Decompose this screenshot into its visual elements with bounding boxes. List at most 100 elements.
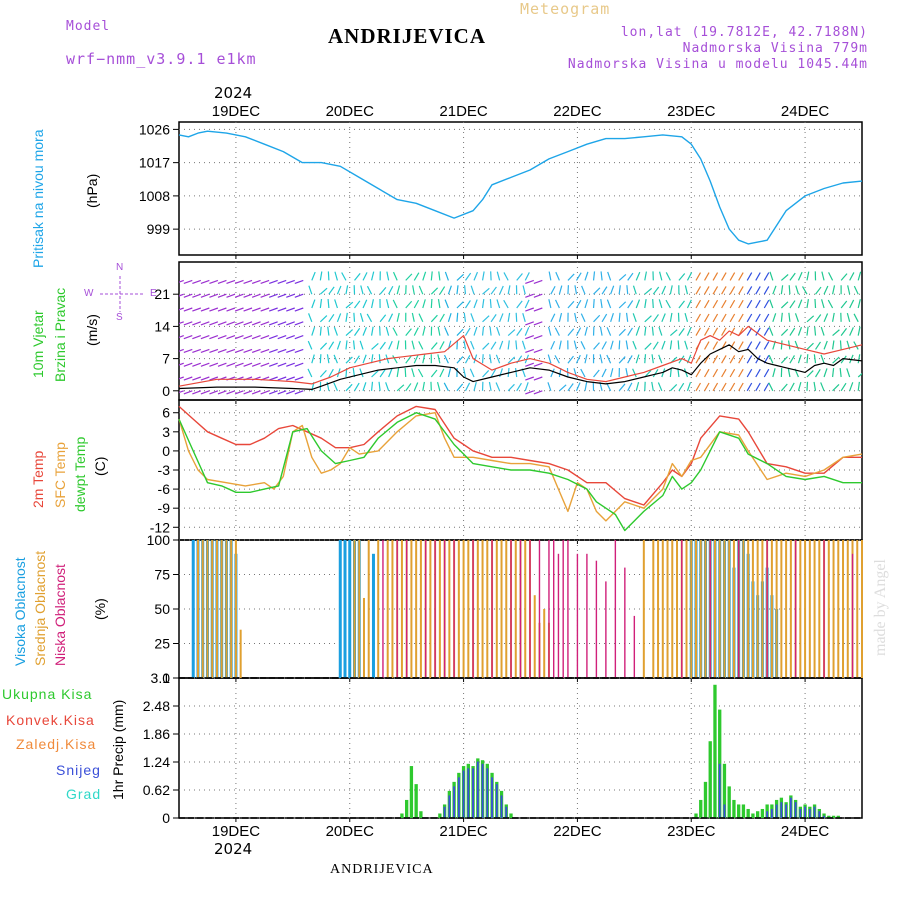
- wind-barb: [610, 313, 614, 322]
- x-tick-label-top: 19DEC: [212, 103, 261, 120]
- wind-barb: [179, 279, 184, 283]
- wind-barb: [183, 307, 193, 312]
- wind-barb: [260, 307, 270, 312]
- cloud-bar-mid: [201, 540, 204, 678]
- wind-barb: [661, 340, 666, 350]
- wind-barb: [574, 312, 578, 322]
- wind-barb: [286, 348, 295, 354]
- cloud-bar-low: [562, 540, 564, 678]
- wind-barb: [525, 348, 534, 354]
- wind-barb: [286, 307, 295, 312]
- cloud-bar-mid: [761, 540, 764, 678]
- wind-barb: [319, 315, 328, 323]
- t2m-line: [178, 405, 862, 506]
- wind-barb: [695, 355, 702, 364]
- wind-barb: [644, 315, 652, 323]
- wind-barb: [251, 293, 261, 298]
- wind-barb: [669, 367, 672, 378]
- wind-barb: [780, 301, 789, 309]
- wind-barb: [192, 335, 202, 340]
- wind-barb: [846, 312, 851, 322]
- wind-barb: [268, 321, 278, 326]
- cloud-bar-low: [382, 540, 384, 678]
- wind-barb: [567, 383, 574, 392]
- y-tick-label: 1026: [139, 121, 170, 137]
- wind-barb: [832, 285, 836, 295]
- wind-barb: [584, 299, 589, 309]
- wind-barb: [192, 362, 202, 367]
- wind-barb: [308, 313, 313, 323]
- wind-barb: [853, 341, 859, 350]
- wind-barb: [277, 362, 287, 367]
- precip-total-bar: [708, 741, 712, 818]
- wind-barb: [853, 285, 859, 295]
- cloud-bar-mid: [448, 540, 451, 678]
- wind-barb: [515, 312, 518, 322]
- wind-barb: [522, 312, 526, 322]
- precip-total-bar: [694, 813, 698, 818]
- precip-total-bar: [699, 799, 703, 818]
- panel-1: [173, 261, 863, 404]
- wind-barb: [669, 383, 678, 392]
- wind-barb: [345, 312, 348, 322]
- wind-barb: [669, 340, 673, 350]
- wind-barb: [721, 272, 727, 281]
- wind-barb: [806, 381, 809, 391]
- cloud-bar-mid: [353, 540, 356, 678]
- cloud-bar-mid: [234, 540, 237, 678]
- wind-barb: [857, 381, 860, 391]
- wind-barb: [362, 327, 368, 336]
- wind-barb: [370, 271, 375, 281]
- wind-barb: [721, 327, 727, 336]
- wind-barb: [846, 368, 851, 378]
- wind-barb: [437, 354, 441, 364]
- wind-barb: [411, 312, 415, 322]
- wind-barb: [464, 300, 471, 309]
- wind-barb: [684, 285, 689, 295]
- precip-total-bar: [751, 813, 755, 818]
- wind-barb: [524, 382, 529, 391]
- wind-barb: [345, 340, 348, 350]
- wind-barb: [436, 381, 441, 391]
- wind-barb: [678, 355, 685, 364]
- wind-barb: [780, 328, 789, 337]
- wind-barb: [755, 272, 761, 281]
- wind-barb: [695, 382, 702, 392]
- wind-barb: [251, 362, 261, 367]
- model-label: Model: [66, 19, 111, 34]
- wind-barb: [333, 326, 338, 336]
- wind-barb: [411, 368, 415, 378]
- wind-barb: [618, 312, 621, 322]
- cloud-bar-mid: [505, 540, 508, 678]
- wind-barb: [678, 382, 685, 392]
- wind-barb: [183, 376, 193, 381]
- wind-barb: [430, 369, 438, 378]
- wind-barb: [738, 313, 744, 323]
- wind-barb: [721, 313, 727, 323]
- wind-barb: [849, 327, 854, 336]
- wind-barb: [490, 368, 497, 378]
- wind-barb: [447, 313, 452, 322]
- wind-barb: [430, 298, 433, 309]
- y-tick-label: 2.48: [143, 698, 170, 714]
- wind-barb: [392, 355, 398, 364]
- wind-barb: [294, 348, 304, 354]
- wind-barb: [763, 341, 770, 350]
- wind-barb: [738, 368, 744, 378]
- wind-barb: [827, 299, 834, 309]
- y-tick-label: 14: [154, 318, 170, 334]
- cloud-bar-low: [709, 540, 711, 678]
- wind-barb: [234, 362, 244, 367]
- cloud-bar-mid: [514, 540, 517, 678]
- wind-barb: [533, 362, 543, 367]
- wind-barb: [729, 286, 736, 295]
- wind-barb: [789, 272, 796, 281]
- wind-barb: [311, 271, 316, 281]
- wind-barb: [755, 327, 761, 336]
- wind-barb: [464, 382, 471, 392]
- wind-barb: [729, 299, 736, 309]
- wind-barb: [345, 383, 353, 392]
- wind-barb: [470, 340, 475, 350]
- wind-barb: [385, 299, 390, 309]
- wind-barb: [260, 293, 270, 298]
